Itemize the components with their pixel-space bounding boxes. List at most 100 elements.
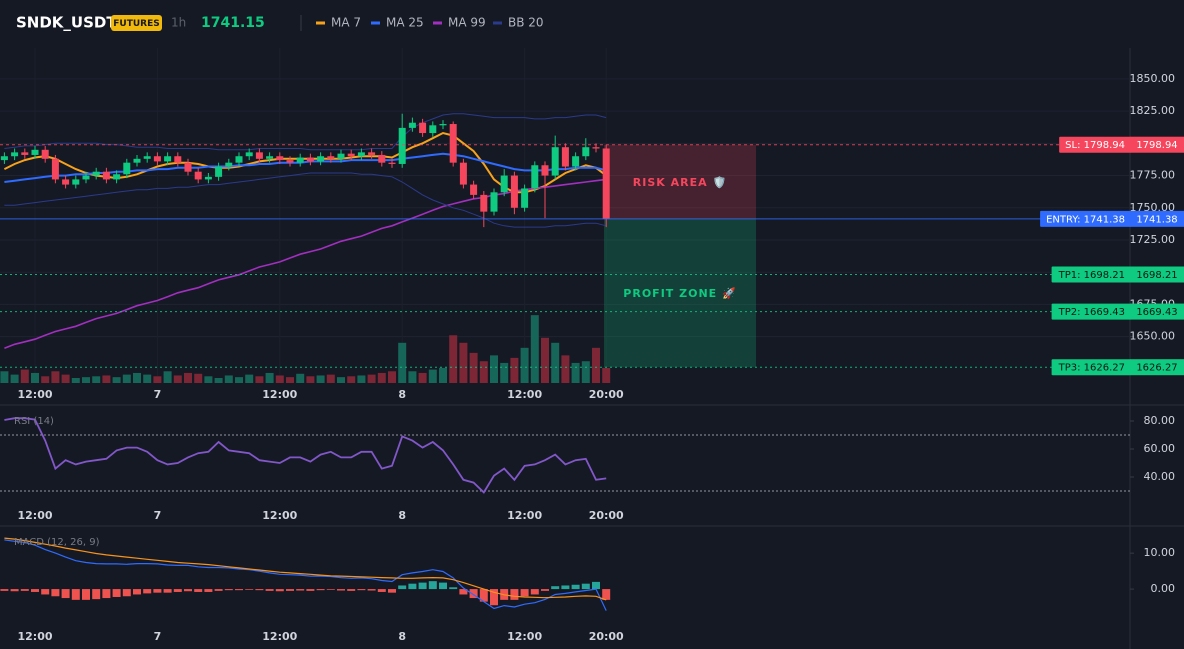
macd-histogram-bar bbox=[71, 589, 80, 600]
candle-body bbox=[31, 149, 39, 155]
candle-body bbox=[561, 147, 569, 167]
candle-body bbox=[459, 162, 467, 185]
volume-bar bbox=[337, 377, 345, 383]
volume-bar bbox=[592, 347, 600, 383]
macd-histogram-bar bbox=[163, 589, 172, 593]
candle-body bbox=[11, 152, 19, 157]
candle-body bbox=[368, 152, 376, 155]
candle-body bbox=[449, 124, 457, 163]
last-price: 1741.15 bbox=[201, 15, 265, 31]
macd-histogram-bar bbox=[41, 589, 50, 595]
volume-bar bbox=[20, 369, 29, 383]
candle-body bbox=[143, 156, 151, 159]
candle-body bbox=[225, 162, 233, 167]
volume-bar bbox=[224, 375, 233, 383]
candle-body bbox=[286, 160, 294, 163]
zone bbox=[604, 144, 756, 219]
candle-body bbox=[317, 156, 325, 162]
macd-histogram-bar bbox=[265, 589, 274, 591]
macd-histogram-bar bbox=[541, 589, 549, 591]
macd-histogram-bar bbox=[418, 582, 427, 590]
candle-body bbox=[153, 156, 161, 162]
y-tick-label: 60.00 bbox=[1144, 442, 1176, 455]
candle-body bbox=[327, 156, 335, 159]
volume-bar bbox=[10, 374, 19, 383]
y-tick-label: 0.00 bbox=[1151, 582, 1176, 595]
candle-body bbox=[72, 179, 80, 185]
level-label-bg bbox=[1051, 266, 1131, 283]
volume-bar bbox=[306, 376, 315, 383]
candle-body bbox=[102, 171, 110, 180]
candle-body bbox=[470, 184, 478, 195]
candle-body bbox=[541, 165, 549, 176]
volume-bar bbox=[61, 374, 70, 383]
volume-bar bbox=[286, 377, 294, 383]
pane-title: RSI (14) bbox=[14, 416, 54, 427]
macd-histogram-bar bbox=[194, 589, 203, 592]
candle-body bbox=[357, 152, 365, 157]
macd-histogram-bar bbox=[337, 589, 345, 591]
volume-bar bbox=[71, 377, 80, 383]
level-label: TP2: 1669.43 bbox=[1058, 307, 1125, 318]
ma-line bbox=[4, 178, 607, 349]
x-tick-label: 12:00 bbox=[262, 630, 297, 643]
legend-label: MA 7 bbox=[331, 16, 361, 30]
macd-histogram-bar bbox=[245, 589, 254, 590]
level-value-bg bbox=[1130, 266, 1184, 283]
level-label-bg bbox=[1051, 303, 1131, 320]
macd-histogram-bar bbox=[316, 589, 325, 591]
macd-histogram-bar bbox=[133, 589, 141, 595]
volume-bar bbox=[214, 377, 223, 383]
macd-histogram-bar bbox=[306, 589, 315, 591]
level-label: TP3: 1626.27 bbox=[1058, 363, 1125, 374]
volume-bar bbox=[367, 374, 376, 383]
macd-histogram-bar bbox=[31, 589, 39, 592]
candle-body bbox=[408, 122, 416, 128]
candle-body bbox=[510, 175, 518, 208]
level-value-bg bbox=[1130, 210, 1184, 227]
volume-bar bbox=[347, 376, 356, 383]
volume-bar bbox=[316, 375, 325, 383]
candle-body bbox=[113, 174, 121, 180]
candle-body bbox=[602, 148, 610, 219]
candle-body bbox=[572, 156, 580, 167]
macd-histogram-bar bbox=[326, 589, 335, 590]
volume-bar bbox=[500, 362, 509, 383]
volume-bar bbox=[122, 374, 131, 383]
volume-bar bbox=[388, 371, 396, 383]
x-tick-label: 12:00 bbox=[507, 630, 542, 643]
macd-histogram-bar bbox=[398, 585, 407, 590]
volume-bar bbox=[235, 377, 243, 383]
candle-body bbox=[429, 125, 437, 134]
macd-histogram-bar bbox=[530, 589, 539, 595]
candle-body bbox=[41, 149, 49, 159]
macd-histogram-bar bbox=[102, 589, 111, 599]
candle-body bbox=[164, 156, 172, 162]
y-tick-label: 1750.00 bbox=[1130, 201, 1176, 214]
x-tick-label: 8 bbox=[398, 509, 406, 522]
candle-body bbox=[398, 127, 406, 164]
macd-histogram-bar bbox=[571, 584, 580, 590]
candle-body bbox=[582, 147, 590, 157]
badge: FUTURES bbox=[113, 19, 159, 29]
macd-histogram-bar bbox=[592, 581, 600, 590]
macd-histogram-bar bbox=[561, 585, 570, 590]
y-tick-label: 1725.00 bbox=[1130, 233, 1176, 246]
macd-histogram-bar bbox=[428, 581, 437, 590]
volume-bar bbox=[265, 372, 274, 383]
volume-bar bbox=[357, 375, 366, 383]
volume-bar bbox=[530, 315, 539, 383]
macd-histogram-bar bbox=[204, 589, 213, 592]
x-tick-label: 12:00 bbox=[262, 388, 297, 401]
candle-body bbox=[0, 156, 8, 161]
volume-bar bbox=[408, 371, 417, 383]
macd-histogram-bar bbox=[143, 589, 152, 594]
level-value: 1698.21 bbox=[1136, 270, 1177, 281]
macd-histogram-bar bbox=[408, 583, 417, 590]
candle-body bbox=[123, 162, 131, 175]
symbol: SNDK_USDT bbox=[16, 14, 117, 32]
x-tick-label: 7 bbox=[154, 630, 162, 643]
macd-histogram-bar bbox=[347, 589, 356, 591]
volume-bar bbox=[418, 372, 427, 383]
volume-bar bbox=[133, 372, 141, 383]
